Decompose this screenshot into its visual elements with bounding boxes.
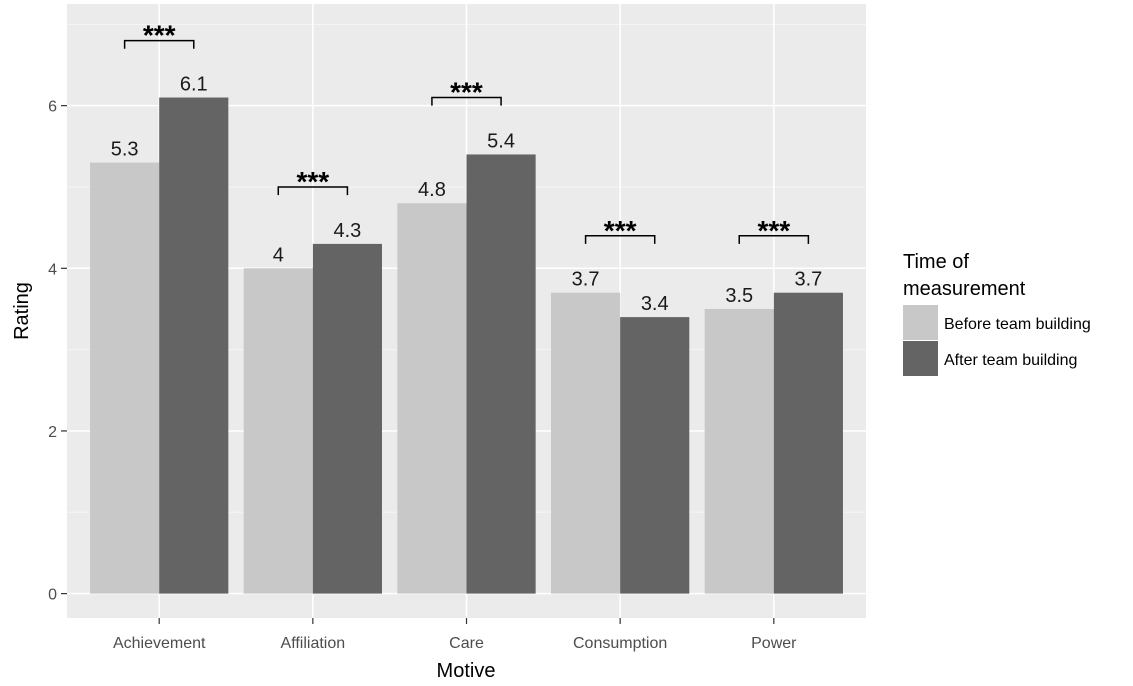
value-label-power-before: 3.5 [725, 285, 753, 307]
significance-label-care: *** [450, 77, 483, 108]
value-label-consumption-before: 3.7 [572, 269, 600, 291]
value-label-achievement-after: 6.1 [180, 74, 208, 96]
bars [90, 97, 843, 594]
bar-power-after [773, 292, 843, 594]
legend: Time of measurement Before team building… [903, 251, 1091, 376]
value-label-power-after: 3.7 [794, 269, 822, 291]
significance-bracket-achievement [123, 39, 195, 49]
significance-bracket-power [738, 235, 810, 244]
significance-bracket-affiliation [277, 186, 349, 196]
bar-consumption-before [551, 292, 621, 594]
value-label-consumption-after: 3.4 [641, 293, 669, 315]
x-tick-label: Affiliation [281, 635, 346, 652]
legend-label-before: Before team building [944, 316, 1091, 333]
significance-label-consumption: *** [604, 215, 637, 246]
value-label-affiliation-before: 4 [273, 244, 284, 266]
x-tick-label: Power [751, 635, 797, 652]
y-axis-title: Rating [11, 282, 33, 340]
bar-care-after [466, 154, 536, 594]
legend-title-line2: measurement [903, 278, 1026, 300]
significance-label-affiliation: *** [296, 166, 329, 197]
bar-affiliation-after [312, 243, 382, 594]
y-tick-label: 6 [48, 99, 57, 116]
x-tick-label: Achievement [113, 635, 206, 652]
x-axis-title: Motive [437, 660, 496, 682]
value-label-care-before: 4.8 [418, 179, 446, 201]
bar-affiliation-before [243, 268, 313, 594]
value-label-achievement-before: 5.3 [111, 139, 139, 161]
bar-achievement-before [90, 162, 160, 594]
bar-achievement-after [159, 97, 229, 594]
y-tick-label: 2 [48, 424, 57, 441]
value-label-affiliation-after: 4.3 [334, 220, 362, 242]
value-label-care-after: 5.4 [487, 130, 515, 152]
legend-key-after [903, 341, 938, 376]
significance-brackets: *** *** *** *** *** [123, 20, 810, 246]
axes: 0 2 4 6 Achievement Affiliation Care Consumptio… [48, 99, 797, 652]
significance-bracket-consumption [584, 235, 656, 244]
bar-care-before [397, 203, 467, 594]
y-tick-label: 0 [48, 587, 57, 604]
value-labels: 5.3 4 4.8 3.7 3.5 6.1 4.3 5.4 3.4 3.7 [111, 74, 823, 316]
legend-title-line1: Time of [903, 251, 969, 273]
x-tick-label: Consumption [573, 635, 667, 652]
significance-bracket-care [431, 96, 502, 106]
x-tick-label: Care [449, 635, 484, 652]
bar-power-before [704, 308, 774, 594]
significance-label-power: *** [757, 215, 790, 246]
legend-key-before [903, 305, 938, 340]
y-tick-label: 4 [48, 261, 57, 278]
significance-label-achievement: *** [143, 20, 176, 51]
legend-label-after: After team building [944, 352, 1077, 369]
bar-consumption-after [620, 317, 690, 594]
